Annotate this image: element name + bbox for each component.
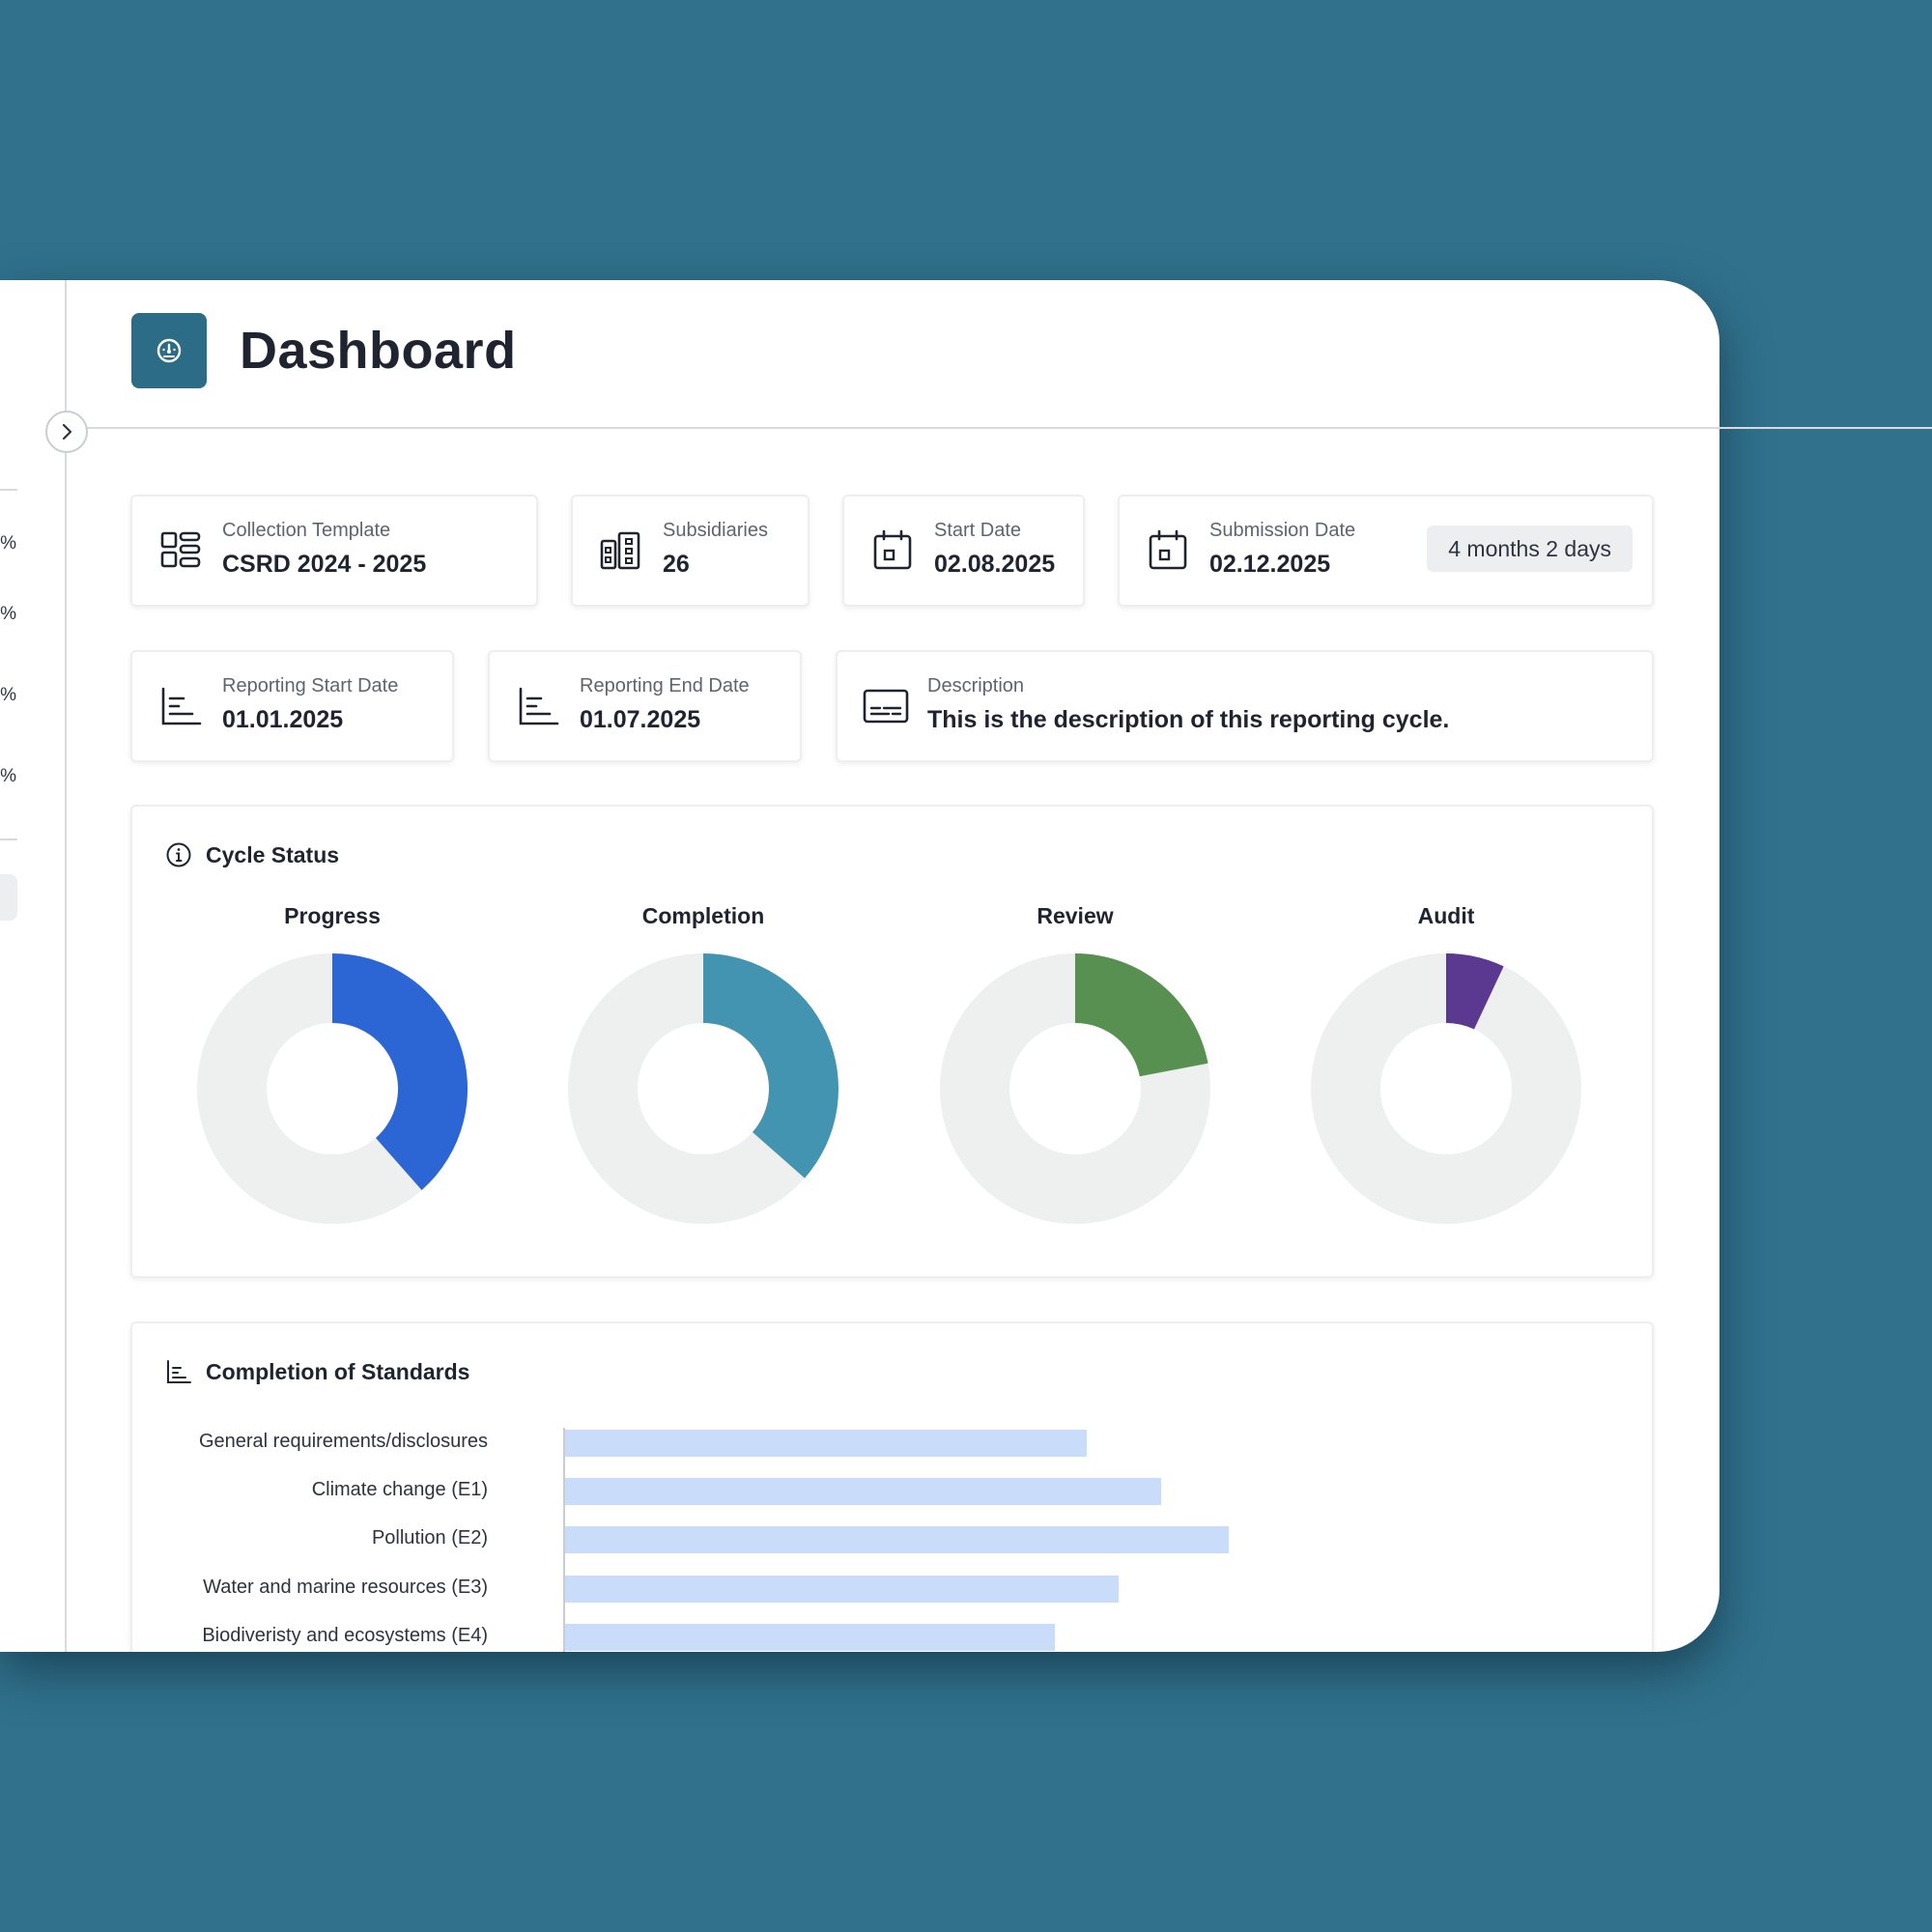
subsidiaries-value: 26 (663, 551, 690, 578)
subtitles-icon (863, 689, 909, 724)
standards-title: Completion of Standards (206, 1359, 470, 1384)
reporting-end-date-card[interactable]: Reporting End Date 01.07.2025 (488, 650, 802, 762)
bar-category-label: Climate change (E1) (311, 1479, 488, 1500)
donut-label: Progress (284, 903, 381, 928)
sidebar-divider (0, 838, 17, 840)
chevron-right-icon (62, 423, 72, 440)
bar-category-label: Water and marine resources (E3) (203, 1577, 488, 1598)
header-divider (87, 427, 1932, 429)
bar (565, 1430, 1087, 1457)
bar-chart-icon (167, 1360, 191, 1383)
collection-template-value: CSRD 2024 - 2025 (222, 551, 427, 578)
submission-date-value: 02.12.2025 (1209, 551, 1331, 578)
donut-svg (568, 953, 838, 1224)
sidebar-divider (0, 489, 17, 491)
sidebar: % % % % (0, 280, 67, 1652)
donut-label: Completion (641, 903, 765, 928)
donut-label: Audit (1417, 903, 1475, 928)
reporting-end-date-label: Reporting End Date (580, 675, 750, 696)
bar-axis (563, 1428, 565, 1652)
subsidiaries-label: Subsidiaries (663, 520, 768, 541)
bar-category-label: Biodiveristy and ecosystems (E4) (202, 1625, 488, 1646)
standards-clip: Completion of Standards General requirem… (0, 280, 1719, 1652)
donut-arc (332, 953, 468, 1191)
donut-track (1311, 953, 1581, 1224)
sidebar-percent: % (0, 533, 16, 554)
donut-arc (1075, 953, 1208, 1077)
start-date-value: 02.08.2025 (934, 551, 1056, 578)
cycle-status-card: Cycle Status Progress Completion Review … (130, 805, 1654, 1278)
page-title: Dashboard (240, 322, 517, 380)
donut-svg (197, 953, 468, 1224)
description-label: Description (927, 675, 1025, 696)
start-date-card[interactable]: Start Date 02.08.2025 (842, 495, 1085, 607)
bar (565, 1624, 1055, 1651)
bar-category-label: General requirements/disclosures (198, 1431, 488, 1452)
completion-donut-chart: Completion (563, 903, 843, 1232)
donut-arc (1446, 953, 1504, 1030)
reporting-start-date-card[interactable]: Reporting Start Date 01.01.2025 (130, 650, 454, 762)
reporting-end-date-value: 01.07.2025 (580, 706, 701, 733)
donut-svg (940, 953, 1210, 1224)
subsidiaries-card[interactable]: Subsidiaries 26 (571, 495, 810, 607)
cycle-status-title: Cycle Status (206, 842, 340, 867)
donut-label: Review (1037, 903, 1114, 928)
sidebar-button[interactable] (0, 874, 17, 921)
calendar-icon (873, 529, 912, 570)
submission-date-card[interactable]: Submission Date 02.12.2025 4 months 2 da… (1118, 495, 1654, 607)
description-card[interactable]: Description This is the description of t… (836, 650, 1654, 762)
sidebar-percent: % (0, 766, 16, 786)
description-value: This is the description of this reportin… (927, 706, 1450, 733)
completion-of-standards-card: Completion of Standards General requirem… (130, 1321, 1654, 1652)
buildings-icon (600, 531, 640, 570)
calendar-icon (1149, 529, 1187, 570)
info-circle-icon (166, 842, 191, 867)
bar-category-label: Pollution (E2) (371, 1527, 488, 1548)
reporting-start-date-label: Reporting Start Date (222, 675, 399, 696)
sidebar-toggle-button[interactable] (45, 411, 88, 453)
donut-arc (703, 953, 838, 1179)
template-grid-icon (160, 531, 201, 568)
time-remaining-badge: 4 months 2 days (1427, 526, 1633, 572)
start-date-label: Start Date (934, 520, 1022, 541)
speedometer-icon (156, 338, 182, 363)
reporting-start-date-value: 01.01.2025 (222, 706, 344, 733)
collection-template-card[interactable]: Collection Template CSRD 2024 - 2025 (130, 495, 538, 607)
sidebar-percent: % (0, 685, 16, 705)
bar (565, 1478, 1161, 1505)
bar (565, 1576, 1119, 1603)
dashboard-logo (131, 313, 207, 388)
submission-date-label: Submission Date (1209, 520, 1356, 541)
bar-chart-icon (161, 687, 202, 725)
donut-svg (1311, 953, 1581, 1224)
audit-donut-chart: Audit (1306, 903, 1586, 1232)
progress-donut-chart: Progress (192, 903, 472, 1232)
bar (565, 1526, 1229, 1553)
collection-template-label: Collection Template (222, 520, 391, 541)
review-donut-chart: Review (935, 903, 1215, 1232)
bar-chart-icon (519, 687, 559, 725)
sidebar-percent: % (0, 604, 16, 624)
